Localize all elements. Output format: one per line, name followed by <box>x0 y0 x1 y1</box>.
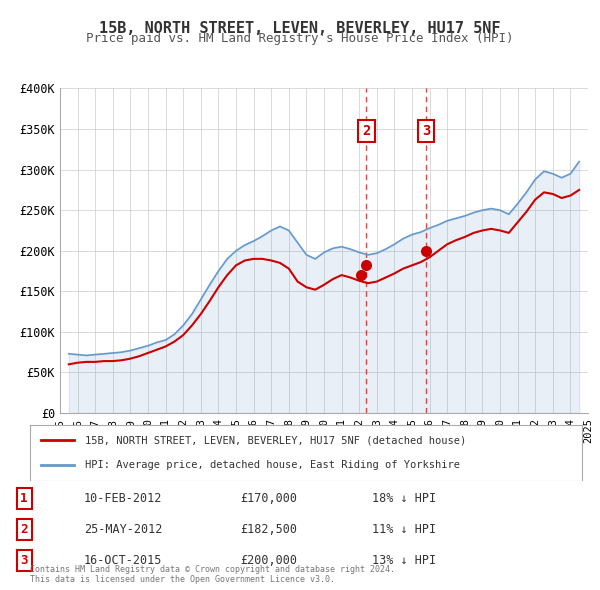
Text: 3: 3 <box>20 554 28 567</box>
Text: 16-OCT-2015: 16-OCT-2015 <box>84 554 163 567</box>
Text: 25-MAY-2012: 25-MAY-2012 <box>84 523 163 536</box>
Text: Contains HM Land Registry data © Crown copyright and database right 2024.
This d: Contains HM Land Registry data © Crown c… <box>30 565 395 584</box>
Text: 2: 2 <box>362 124 370 137</box>
Text: £182,500: £182,500 <box>240 523 297 536</box>
Text: 15B, NORTH STREET, LEVEN, BEVERLEY, HU17 5NF: 15B, NORTH STREET, LEVEN, BEVERLEY, HU17… <box>99 21 501 35</box>
Text: 18% ↓ HPI: 18% ↓ HPI <box>372 492 436 505</box>
Text: 1: 1 <box>20 492 28 505</box>
Text: 15B, NORTH STREET, LEVEN, BEVERLEY, HU17 5NF (detached house): 15B, NORTH STREET, LEVEN, BEVERLEY, HU17… <box>85 435 466 445</box>
Text: 13% ↓ HPI: 13% ↓ HPI <box>372 554 436 567</box>
Text: 11% ↓ HPI: 11% ↓ HPI <box>372 523 436 536</box>
Text: HPI: Average price, detached house, East Riding of Yorkshire: HPI: Average price, detached house, East… <box>85 460 460 470</box>
Text: 3: 3 <box>422 124 430 137</box>
Text: Price paid vs. HM Land Registry's House Price Index (HPI): Price paid vs. HM Land Registry's House … <box>86 32 514 45</box>
Text: £170,000: £170,000 <box>240 492 297 505</box>
Text: £200,000: £200,000 <box>240 554 297 567</box>
Text: 10-FEB-2012: 10-FEB-2012 <box>84 492 163 505</box>
Text: 2: 2 <box>20 523 28 536</box>
